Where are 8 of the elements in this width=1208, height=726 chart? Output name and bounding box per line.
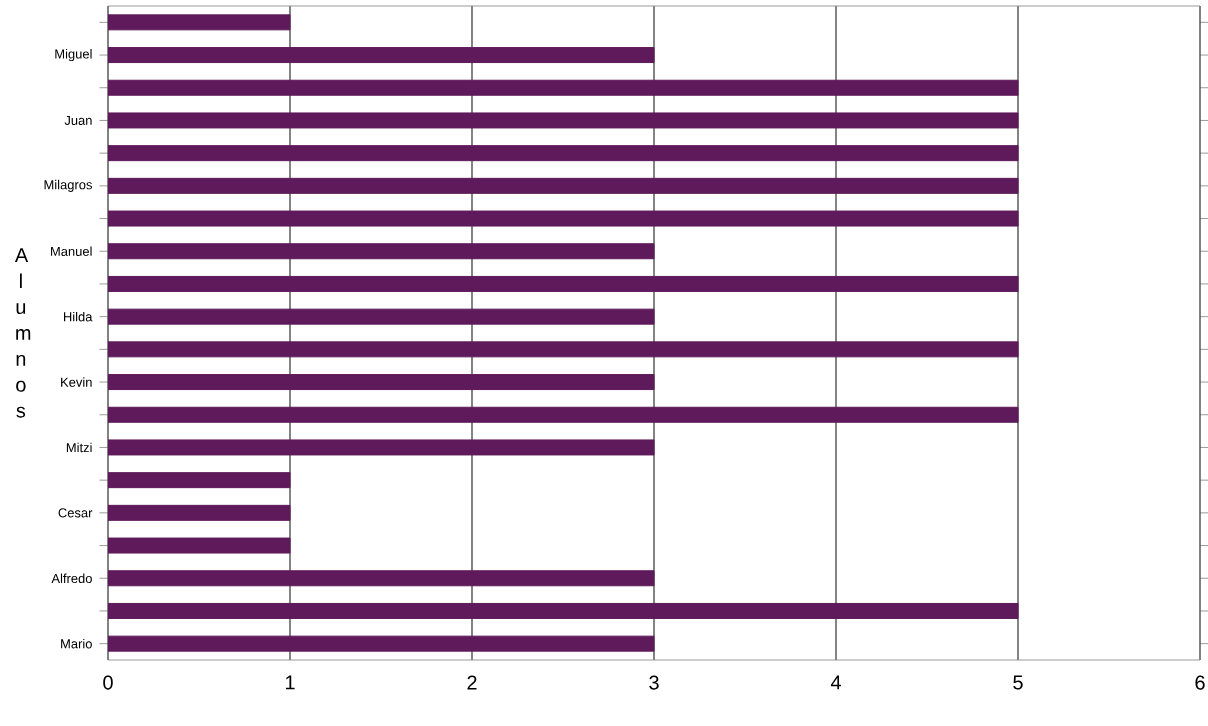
x-tick-label: 2: [467, 675, 477, 690]
x-tick-label: 4: [830, 675, 841, 690]
x-tick-label: 1: [285, 675, 295, 690]
y-axis-title: A l u m n o s: [14, 248, 31, 418]
x-tick-label: 3: [649, 675, 659, 690]
x-tick-label: 0: [103, 675, 113, 690]
x-tick-label: 5: [1013, 675, 1023, 690]
x-tick-label: 6: [1195, 675, 1205, 690]
